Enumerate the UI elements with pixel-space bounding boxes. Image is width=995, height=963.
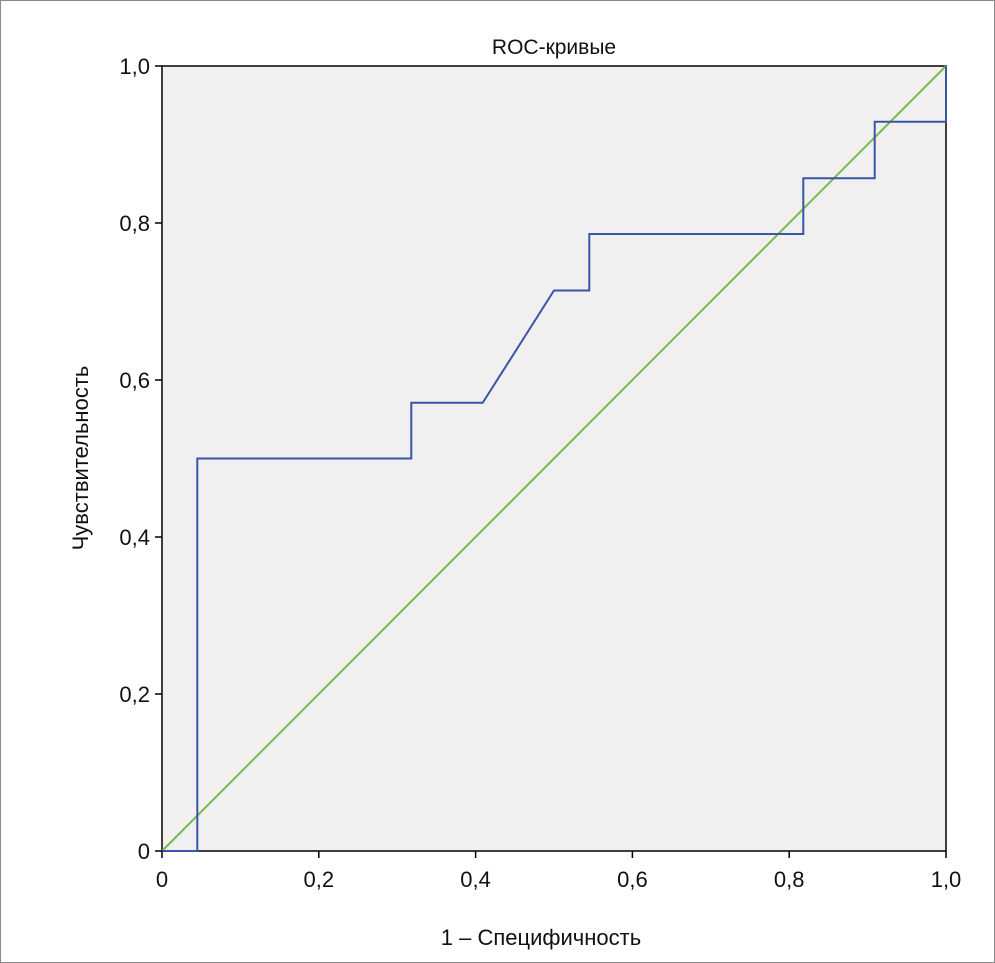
- y-tick-label: 0,2: [119, 682, 150, 707]
- y-tick-label: 0,6: [119, 368, 150, 393]
- x-tick-label: 0,8: [774, 867, 805, 892]
- y-tick-label: 0,4: [119, 525, 150, 550]
- y-tick-label: 0: [138, 839, 150, 864]
- y-tick-label: 1,0: [119, 54, 150, 79]
- x-tick-label: 1,0: [931, 867, 962, 892]
- y-tick-label: 0,8: [119, 211, 150, 236]
- chart-title: ROC-кривые: [492, 36, 616, 59]
- x-tick-label: 0,4: [460, 867, 491, 892]
- x-tick-label: 0: [156, 867, 168, 892]
- x-axis-label: 1 – Специфичность: [441, 925, 641, 950]
- roc-curve-line: [162, 66, 947, 852]
- x-tick-label: 0,2: [304, 867, 335, 892]
- y-axis-label: Чувствительность: [68, 366, 93, 551]
- reference-line: [161, 65, 947, 852]
- x-tick-label: 0,6: [617, 867, 648, 892]
